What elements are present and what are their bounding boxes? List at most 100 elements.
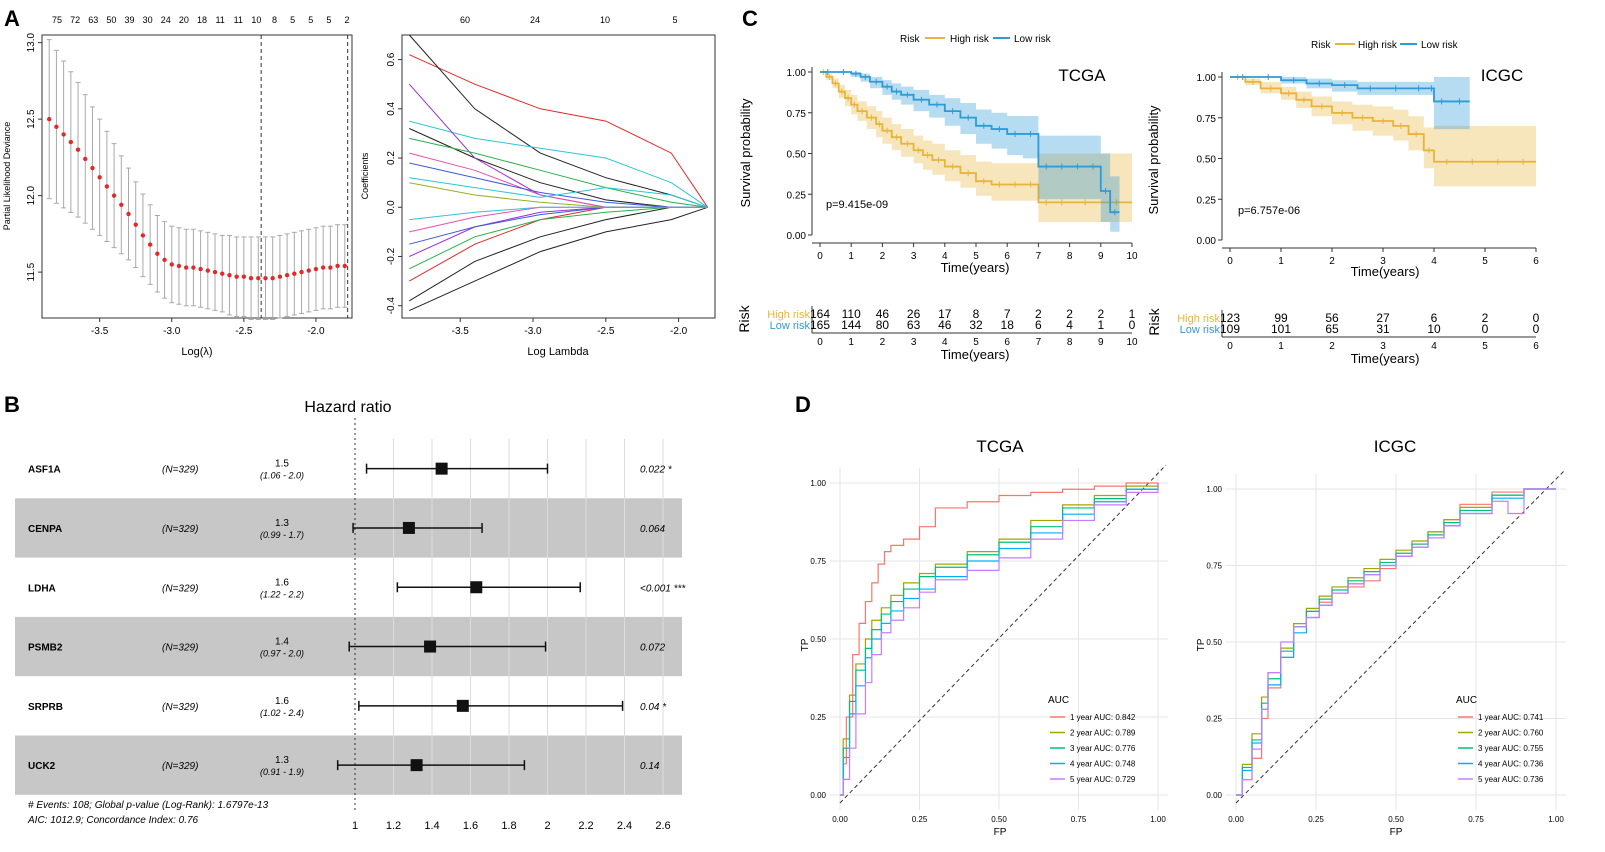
y-axis-label: TP [800,638,811,651]
risk-row-label: Low risk [1180,324,1221,336]
cv-point [119,202,124,207]
panel-label-c: C [742,6,758,31]
forest-plot: Hazard ratio ASF1A (N=329) 1.5(1.06 - 2.0)… [15,399,686,832]
x-tick-label: 1.00 [1150,815,1166,824]
cv-point [220,271,225,276]
legend-title: Risk [1311,40,1331,51]
at-risk-count: 1 [1097,318,1104,332]
cv-point [241,274,247,279]
hr-label: 1.3 [275,755,289,766]
y-tick-label: 0.00 [1197,236,1217,247]
n-label: (N=329) [162,583,198,594]
x-tick-label: -3.5 [91,326,109,337]
hr-label: 1.4 [275,637,289,648]
at-risk-count: 65 [1325,322,1339,336]
x-tick-label: 5 [973,337,979,348]
cv-point [111,193,117,198]
coefficient-path [409,206,708,312]
cv-point [176,263,182,269]
y-tick-label: 0.00 [1206,791,1222,800]
x-tick-label: 0.00 [1228,815,1244,824]
cv-point [155,251,160,256]
roc-curve [840,482,1158,796]
cv-point [162,257,167,263]
x-tick-label: 2 [880,251,886,262]
x-tick-label: 5 [1482,256,1488,267]
x-tick-label: 0.25 [1308,815,1324,824]
p-label: 0.04 * [640,702,667,713]
cv-point [306,268,311,273]
x-tick-label: -2.0 [670,326,688,337]
gene-label: LDHA [28,583,56,594]
x-tick-label: 4 [942,337,948,348]
n-label: (N=329) [162,761,198,772]
coefficient-path [409,120,708,208]
x-tick-label: 1 [848,337,854,348]
top-label: 72 [70,15,80,25]
y-tick-label: 12.5 [26,109,37,129]
cv-point [183,265,189,270]
at-risk-count: 144 [841,318,861,332]
cv-point [292,271,297,276]
p-value: p=9.415e-09 [826,199,888,211]
lasso-coefficient-plot: -3.5 -3.0 -2.5 -2.0 -0.4 -0.2 0.0 0.2 0.4 0.6 60 24… [360,15,716,358]
y-tick-label: 0.25 [1197,195,1217,206]
x-tick-label: -2.0 [307,326,325,337]
cv-point [191,265,196,270]
cv-point [140,233,146,238]
x-tick-label: 3 [911,251,917,262]
n-label: (N=329) [162,643,198,654]
x-tick-label: 10 [1126,251,1138,262]
y-tick-label: 0.50 [810,635,826,644]
x-tick-label: 2.2 [578,820,593,832]
y-tick-label: 0.00 [810,791,826,800]
x-tick-label: -2.5 [597,326,615,337]
plot-title: ICGC [1481,66,1524,85]
cv-point [320,265,326,270]
y-axis-label: TP [1196,638,1207,651]
risk-row-label: High risk [1177,313,1220,325]
x-tick-label: 0 [817,337,823,348]
confidence-band [820,72,1120,232]
n-label: (N=329) [162,702,198,713]
legend-label: 4 year AUC: 0.748 [1070,760,1136,769]
y-tick-label: 0.25 [1206,715,1222,724]
at-risk-count: 80 [876,318,890,332]
cv-point [234,274,239,279]
top-label: 2 [344,15,349,25]
x-tick-label: 4 [1431,256,1437,267]
x-axis-label: Log(λ) [181,346,212,358]
x-tick-label: 5 [1482,341,1488,352]
legend-high-label: High risk [950,34,990,45]
x-tick-label: 2 [1329,256,1335,267]
survival-curve [820,71,1120,214]
x-tick-label: 2 [1329,341,1335,352]
top-label: 10 [251,15,261,25]
top-label: 5 [672,15,677,25]
confidence-band [820,72,1132,222]
top-label: 18 [197,15,207,25]
panel-label-a: A [4,6,20,31]
top-label: 63 [88,15,98,25]
cv-point [47,116,52,122]
y-tick-label: 1.00 [1206,485,1222,494]
cv-point [328,265,333,270]
at-risk-count: 164 [810,307,830,321]
ci-label: (1.02 - 2.4) [260,708,304,718]
n-label: (N=329) [162,524,198,535]
at-risk-count: 32 [969,318,983,332]
y-tick-label: 0.00 [787,231,807,242]
x-tick-label: 1.8 [501,820,516,832]
ci-label: (0.99 - 1.7) [260,530,304,540]
cv-point [313,266,319,272]
x-axis-label: Time(years) [1351,264,1420,279]
hr-label: 1.3 [275,518,289,529]
plot-frame [41,34,353,319]
at-risk-count: 123 [1220,311,1240,325]
gene-label: PSMB2 [28,643,63,654]
at-risk-count: 31 [1376,322,1390,336]
cv-point [277,274,283,279]
y-tick-label: 1.00 [810,479,826,488]
top-label: 11 [215,15,224,25]
at-risk-count: 18 [1001,318,1015,332]
